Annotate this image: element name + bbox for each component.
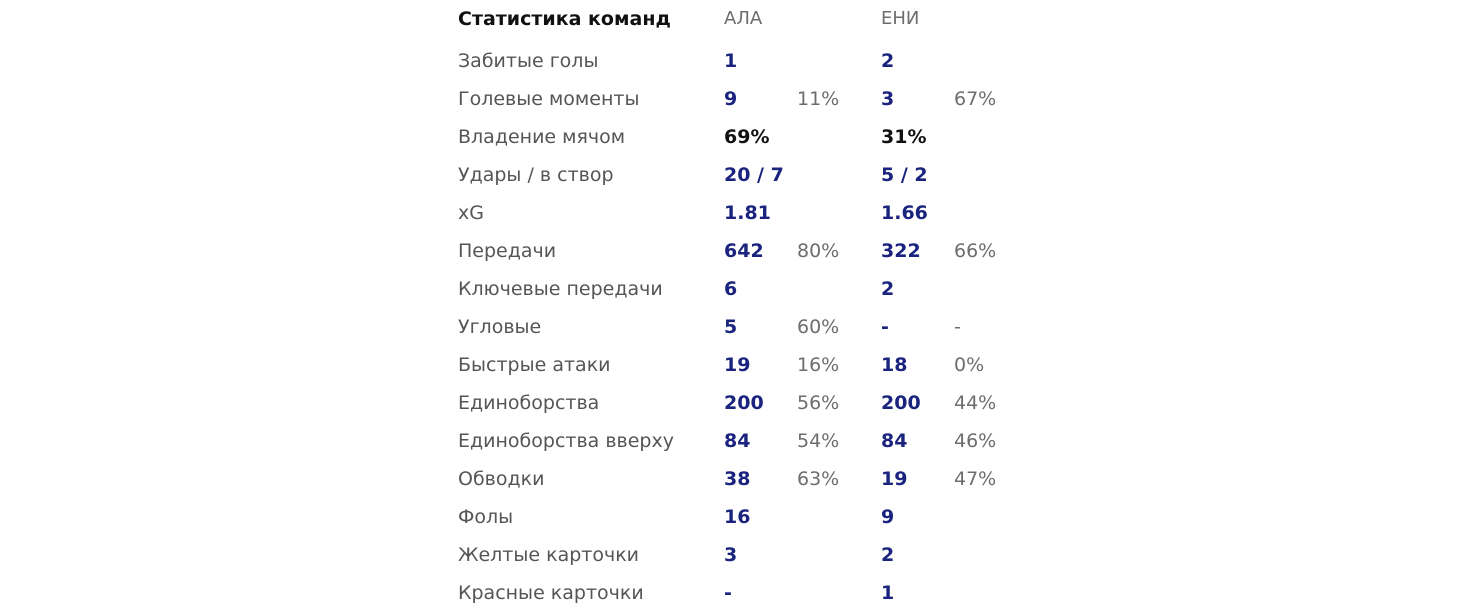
team-b-value: 2 — [881, 544, 895, 566]
stat-label: Быстрые атаки — [458, 354, 611, 376]
team-b-value: 3 — [881, 88, 895, 110]
team-a-percent: 60% — [797, 316, 840, 338]
team-a-value: 1 — [724, 50, 738, 72]
stats-header-row: Статистика команд АЛА ЕНИ — [458, 0, 1018, 42]
stat-row-yellow-cards: Желтые карточки 3 2 — [458, 536, 1018, 574]
stats-title: Статистика команд — [458, 8, 671, 30]
stat-label: Желтые карточки — [458, 544, 640, 566]
team-b-value: 18 — [881, 354, 908, 376]
team-b-percent: 47% — [954, 468, 997, 490]
team-a-value: 3 — [724, 544, 738, 566]
team-a-value: 84 — [724, 430, 751, 452]
team-b-percent: 44% — [954, 392, 997, 414]
stat-row-goals: Забитые голы 1 2 — [458, 42, 1018, 80]
team-b-percent: 67% — [954, 88, 997, 110]
team-b-percent: 0% — [954, 354, 985, 376]
stat-row-duels: Единоборства 200 56% 200 44% — [458, 384, 1018, 422]
team-a-value: 38 — [724, 468, 751, 490]
stat-row-corners: Угловые 5 60% - - — [458, 308, 1018, 346]
team-b-percent: 66% — [954, 240, 997, 262]
team-b-value: 200 — [881, 392, 921, 414]
stat-row-key-passes: Ключевые передачи 6 2 — [458, 270, 1018, 308]
team-a-percent: 63% — [797, 468, 840, 490]
team-a-value: 20 / 7 — [724, 164, 784, 186]
stat-row-fast-attacks: Быстрые атаки 19 16% 18 0% — [458, 346, 1018, 384]
team-b-value: 5 / 2 — [881, 164, 928, 186]
stat-label: Удары / в створ — [458, 164, 614, 186]
team-a-value: 9 — [724, 88, 738, 110]
team-a-percent: 54% — [797, 430, 840, 452]
team-b-name: ЕНИ — [881, 8, 920, 29]
stat-row-xg: xG 1.81 1.66 — [458, 194, 1018, 232]
team-a-value: 5 — [724, 316, 738, 338]
team-b-value: 322 — [881, 240, 921, 262]
stat-label: Красные карточки — [458, 582, 644, 604]
team-b-value: 9 — [881, 506, 895, 528]
stat-label: Обводки — [458, 468, 545, 490]
stat-row-possession: Владение мячом 69% 31% — [458, 118, 1018, 156]
team-b-value: 84 — [881, 430, 908, 452]
team-b-value: 19 — [881, 468, 908, 490]
team-a-value: 642 — [724, 240, 764, 262]
team-b-value: - — [881, 316, 889, 338]
team-a-percent: 80% — [797, 240, 840, 262]
team-a-value: 19 — [724, 354, 751, 376]
team-a-value: 6 — [724, 278, 738, 300]
stat-label: Голевые моменты — [458, 88, 640, 110]
team-b-value: 1.66 — [881, 202, 928, 224]
team-b-percent: - — [954, 316, 961, 338]
stat-row-dribbles: Обводки 38 63% 19 47% — [458, 460, 1018, 498]
team-a-value: - — [724, 582, 732, 604]
team-a-name: АЛА — [724, 8, 763, 29]
stat-label: Забитые голы — [458, 50, 599, 72]
team-stats-table: Статистика команд АЛА ЕНИ Забитые голы 1… — [458, 0, 1018, 612]
team-a-value: 1.81 — [724, 202, 771, 224]
stat-row-aerial-duels: Единоборства вверху 84 54% 84 46% — [458, 422, 1018, 460]
team-b-value: 2 — [881, 278, 895, 300]
stat-row-fouls: Фолы 16 9 — [458, 498, 1018, 536]
stat-label: xG — [458, 202, 484, 224]
team-a-value: 69% — [724, 126, 770, 148]
team-a-percent: 11% — [797, 88, 840, 110]
stat-row-chances: Голевые моменты 9 11% 3 67% — [458, 80, 1018, 118]
stat-label: Передачи — [458, 240, 557, 262]
team-b-value: 31% — [881, 126, 927, 148]
team-a-value: 16 — [724, 506, 751, 528]
team-b-value: 2 — [881, 50, 895, 72]
stat-label: Фолы — [458, 506, 514, 528]
team-b-value: 1 — [881, 582, 895, 604]
team-b-percent: 46% — [954, 430, 997, 452]
stat-label: Единоборства вверху — [458, 430, 674, 452]
stat-row-shots: Удары / в створ 20 / 7 5 / 2 — [458, 156, 1018, 194]
stat-label: Угловые — [458, 316, 542, 338]
stat-row-red-cards: Красные карточки - 1 — [458, 574, 1018, 612]
stat-row-passes: Передачи 642 80% 322 66% — [458, 232, 1018, 270]
team-a-percent: 56% — [797, 392, 840, 414]
stat-label: Единоборства — [458, 392, 600, 414]
stat-label: Владение мячом — [458, 126, 626, 148]
team-a-value: 200 — [724, 392, 764, 414]
team-a-percent: 16% — [797, 354, 840, 376]
stat-label: Ключевые передачи — [458, 278, 663, 300]
